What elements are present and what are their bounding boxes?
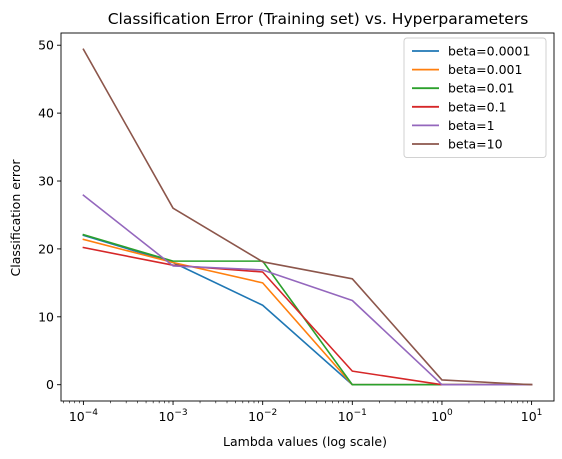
x-tick-label: 101 xyxy=(521,408,543,424)
series-line-4 xyxy=(82,194,533,386)
series-line-0 xyxy=(82,234,533,386)
x-tick-label: 100 xyxy=(431,408,453,424)
legend: beta=0.0001 beta=0.001 beta=0.01 beta=0.1 be… xyxy=(403,37,547,159)
x-tick-label: 10−3 xyxy=(158,408,187,424)
x-tick-label: 10−4 xyxy=(69,408,98,424)
y-tick-label: 40 xyxy=(38,106,54,121)
y-tick-label: 30 xyxy=(38,174,54,189)
legend-label-5: beta=10 xyxy=(448,137,503,152)
legend-label-4: beta=1 xyxy=(448,118,495,133)
y-tick-label: 50 xyxy=(38,38,54,53)
legend-label-1: beta=0.001 xyxy=(448,62,522,77)
plot-area: 0 10 20 30 40 50 10−4 10−3 10−2 10−1 100 101 xyxy=(38,32,555,424)
series-line-5 xyxy=(82,48,533,386)
x-tick-label: 10−2 xyxy=(248,408,277,424)
legend-box xyxy=(403,37,547,159)
x-axis-label: Lambda values (log scale) xyxy=(223,434,387,449)
y-tick-label: 20 xyxy=(38,241,54,256)
legend-label-2: beta=0.01 xyxy=(448,81,515,96)
legend-label-3: beta=0.1 xyxy=(448,99,507,114)
axes-frame xyxy=(60,32,555,402)
legend-label-0: beta=0.0001 xyxy=(448,44,530,59)
y-tick-label: 10 xyxy=(38,309,54,324)
y-tick-label: 0 xyxy=(46,377,54,392)
y-axis-label: Classification error xyxy=(8,159,23,277)
x-tick-label: 10−1 xyxy=(338,408,367,424)
chart-title: Classification Error (Training set) vs. … xyxy=(108,10,529,28)
series-line-3 xyxy=(82,246,533,386)
